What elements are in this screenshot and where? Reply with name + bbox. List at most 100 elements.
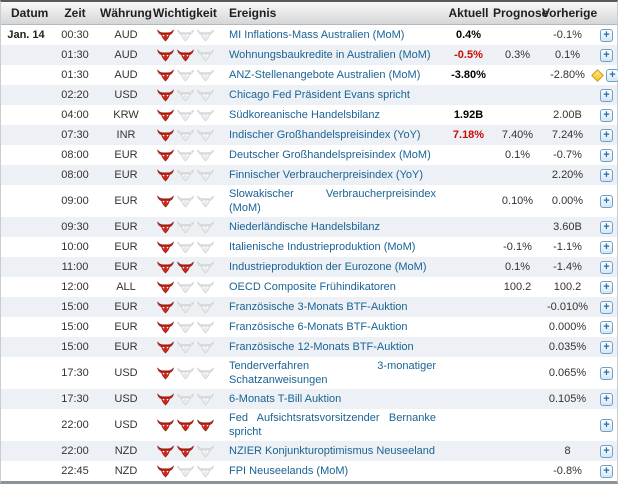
- bull-icon: [197, 109, 214, 122]
- expand-button[interactable]: +: [600, 260, 613, 274]
- expand-button[interactable]: +: [600, 168, 613, 182]
- actual-cell: 1.92B: [444, 105, 493, 125]
- forecast-cell: 7.40%: [501, 129, 534, 141]
- expand-button[interactable]: +: [600, 108, 613, 122]
- bull-icon: [177, 89, 194, 102]
- event-link[interactable]: Finnischer Verbraucherpreisindex (YoY): [229, 169, 424, 181]
- expand-button[interactable]: +: [600, 366, 613, 380]
- forecast-cell: [493, 357, 542, 389]
- expand-button[interactable]: +: [600, 300, 613, 314]
- expand-button[interactable]: +: [600, 320, 613, 334]
- event-link[interactable]: MI Inflations-Mass Australien (MoM): [229, 29, 405, 41]
- importance-cell: [153, 25, 229, 46]
- event-link[interactable]: Chicago Fed Präsident Evans spricht: [229, 89, 410, 101]
- bull-icon: [177, 321, 194, 334]
- time-cell: 15:00: [61, 301, 89, 313]
- bull-icon: [197, 419, 214, 432]
- event-link[interactable]: Französische 3-Monats BTF-Auktion: [229, 301, 408, 313]
- expand-button[interactable]: +: [600, 340, 613, 354]
- importance-cell: [153, 277, 229, 297]
- importance-cell: [153, 317, 229, 337]
- bull-icon: [177, 195, 194, 208]
- expand-cell: +: [593, 277, 617, 297]
- expand-cell: +: [593, 297, 617, 317]
- bull-icon: [157, 341, 174, 354]
- event-link[interactable]: Wohnungsbaukredite in Australien (MoM): [229, 49, 431, 61]
- event-cell: Französische 6-Monats BTF-Auktion: [229, 317, 444, 337]
- event-row: 04:00 KRW Südkoreanische Handelsbilanz 1.92…: [1, 105, 617, 125]
- header-wichtigkeit: Wichtigkeit: [153, 2, 229, 25]
- header-row: Datum Zeit Währung Wichtigkeit Ereignis …: [1, 2, 617, 25]
- event-link[interactable]: Niederländische Handelsbilanz: [229, 221, 381, 233]
- actual-cell: -3.80%: [444, 65, 493, 85]
- actual-value: 0.4%: [455, 29, 482, 41]
- event-cell: Slowakischer Verbraucherpreisindex (MoM): [229, 185, 444, 217]
- previous-cell: 100.2: [553, 281, 582, 293]
- event-link[interactable]: 6-Monats T-Bill Auktion: [229, 393, 342, 405]
- event-link[interactable]: Fed Aufsichtsratsvorsitzender Bernanke s…: [229, 412, 436, 438]
- date-cell: [1, 165, 51, 185]
- forecast-cell: 0.10%: [501, 195, 534, 207]
- event-link[interactable]: ANZ-Stellenangebote Australien (MoM): [229, 69, 421, 81]
- event-row: 22:45 NZD FPI Neuseelands (MoM) -0.8% +: [1, 461, 617, 481]
- expand-button[interactable]: +: [600, 418, 613, 432]
- event-row: 01:30 AUD Wohnungsbaukredite in Australien…: [1, 45, 617, 65]
- currency-cell: NZD: [114, 465, 138, 477]
- date-cell: [1, 461, 51, 481]
- event-row: 17:30 USD 6-Monats T-Bill Auktion 0.105% +: [1, 389, 617, 409]
- forecast-cell: 100.2: [503, 281, 532, 293]
- event-cell: Französische 12-Monats BTF-Auktion: [229, 337, 444, 357]
- forecast-cell: [493, 461, 542, 481]
- event-link[interactable]: NZIER Konjunkturoptimismus Neuseeland: [229, 445, 436, 457]
- importance-cell: [153, 85, 229, 105]
- event-cell: MI Inflations-Mass Australien (MoM): [229, 25, 444, 46]
- forecast-cell: [493, 297, 542, 317]
- event-row: 15:00 EUR Französische 3-Monats BTF-Auktio…: [1, 297, 617, 317]
- bull-icon: [177, 465, 194, 478]
- previous-cell: -2.80%: [550, 69, 585, 81]
- expand-button[interactable]: +: [600, 194, 613, 208]
- expand-button[interactable]: +: [600, 220, 613, 234]
- event-link[interactable]: Italienische Industrieproduktion (MoM): [229, 241, 416, 253]
- expand-button[interactable]: +: [600, 240, 613, 254]
- event-link[interactable]: OECD Composite Frühindikatoren: [229, 281, 396, 293]
- expand-button[interactable]: +: [600, 444, 613, 458]
- bull-icon: [177, 393, 194, 406]
- expand-button[interactable]: +: [600, 88, 613, 102]
- previous-cell: 0.000%: [548, 321, 587, 333]
- event-link[interactable]: Südkoreanische Handelsbilanz: [229, 109, 381, 121]
- importance-cell: [153, 125, 229, 145]
- expand-button[interactable]: +: [600, 464, 613, 478]
- forecast-cell: [493, 337, 542, 357]
- date-cell: [1, 217, 51, 237]
- time-cell: 09:00: [61, 195, 89, 207]
- event-cell: Italienische Industrieproduktion (MoM): [229, 237, 444, 257]
- date-cell: [1, 357, 51, 389]
- expand-button[interactable]: +: [600, 48, 613, 62]
- actual-value: 1.92B: [453, 109, 484, 121]
- event-link[interactable]: Industrieproduktion der Eurozone (MoM): [229, 261, 427, 273]
- expand-button[interactable]: +: [600, 128, 613, 142]
- expand-button[interactable]: +: [600, 392, 613, 406]
- event-link[interactable]: Französische 6-Monats BTF-Auktion: [229, 321, 408, 333]
- expand-button[interactable]: +: [600, 148, 613, 162]
- event-link[interactable]: FPI Neuseelands (MoM): [229, 465, 349, 477]
- event-row: 10:00 EUR Italienische Industrieproduktion…: [1, 237, 617, 257]
- expand-button[interactable]: +: [600, 280, 613, 294]
- expand-button[interactable]: +: [600, 28, 613, 42]
- forecast-cell: [493, 441, 542, 461]
- event-link[interactable]: Slowakischer Verbraucherpreisindex (MoM): [229, 188, 436, 214]
- event-link[interactable]: Deutscher Großhandelspreisindex (MoM): [229, 149, 431, 161]
- date-cell: [1, 277, 51, 297]
- expand-button[interactable]: +: [606, 68, 618, 82]
- forecast-cell: [493, 165, 542, 185]
- actual-cell: [444, 441, 493, 461]
- event-link[interactable]: Französische 12-Monats BTF-Auktion: [229, 341, 414, 353]
- currency-cell: ALL: [116, 281, 136, 293]
- event-cell: Niederländische Handelsbilanz: [229, 217, 444, 237]
- event-link[interactable]: Indischer Großhandelspreisindex (YoY): [229, 129, 421, 141]
- event-link[interactable]: Tenderverfahren 3-monatiger Schatzanweis…: [229, 360, 436, 386]
- previous-cell: 3.60B: [553, 221, 582, 233]
